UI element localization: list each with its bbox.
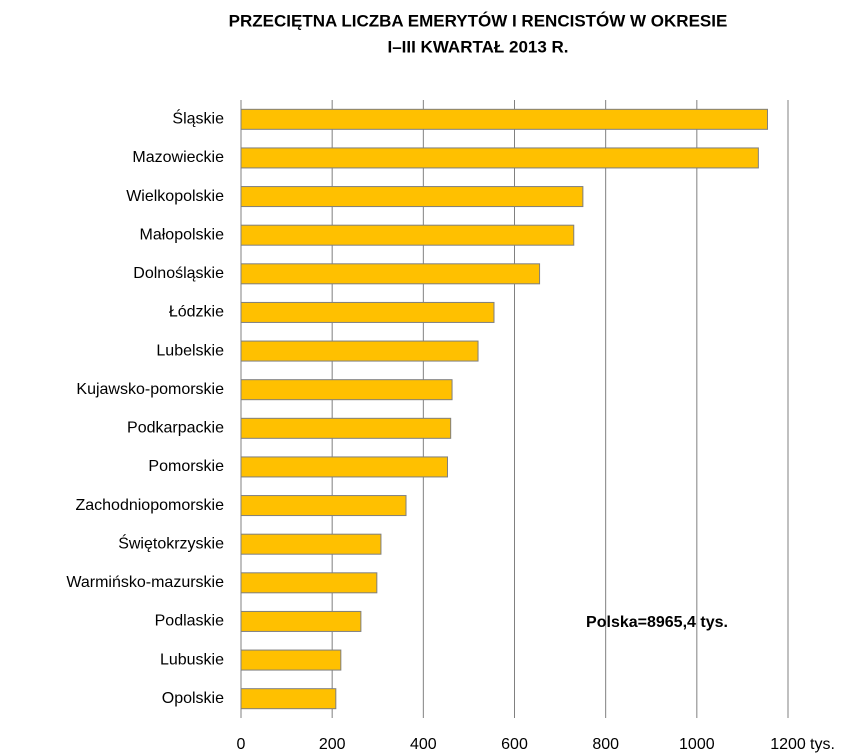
y-tick-label: Świętokrzyskie <box>118 533 224 552</box>
x-tick-label: 1000 <box>679 736 715 753</box>
x-tick-label: 600 <box>501 736 528 753</box>
y-tick-label: Zachodniopomorskie <box>75 497 224 514</box>
bar <box>240 649 342 671</box>
x-tick-label: 200 <box>319 736 346 753</box>
x-axis-label: tys. <box>810 736 835 753</box>
bar <box>240 456 448 478</box>
y-tick-label: Podlaskie <box>155 613 224 630</box>
y-tick-label: Opolskie <box>162 690 224 707</box>
y-tick-label: Kujawsko-pomorskie <box>76 381 224 398</box>
bar <box>240 572 378 594</box>
bar <box>240 340 479 362</box>
y-tick-label: Małopolskie <box>140 226 225 243</box>
bar <box>240 495 407 517</box>
bar <box>240 417 452 439</box>
bar <box>240 533 382 555</box>
y-tick-label: Podkarpackie <box>127 420 224 437</box>
y-tick-label: Pomorskie <box>148 458 224 475</box>
y-tick-label: Dolnośląskie <box>133 265 224 282</box>
x-tick-label: 800 <box>592 736 619 753</box>
x-tick-label: 0 <box>237 736 246 753</box>
chart-title: I–III KWARTAŁ 2013 R. <box>387 37 568 56</box>
bar <box>240 610 362 632</box>
x-tick-label: 1200 <box>770 736 806 753</box>
y-tick-label: Lubelskie <box>156 342 224 359</box>
y-tick-label: Warmińsko-mazurskie <box>66 574 224 591</box>
annotation: Polska=8965,4 tys. <box>586 614 728 631</box>
bar <box>240 379 453 401</box>
y-tick-label: Łódzkie <box>169 304 224 321</box>
bar <box>240 224 575 246</box>
bar <box>240 688 337 710</box>
chart-title: PRZECIĘTNA LICZBA EMERYTÓW I RENCISTÓW W… <box>229 11 728 30</box>
bar <box>240 147 759 169</box>
y-tick-label: Wielkopolskie <box>126 188 224 205</box>
bar <box>240 263 541 285</box>
y-tick-label: Śląskie <box>172 109 224 128</box>
bar <box>240 108 768 130</box>
y-tick-label: Mazowieckie <box>132 149 224 166</box>
bar <box>240 186 584 208</box>
y-tick-label: Lubuskie <box>160 651 224 668</box>
x-tick-label: 400 <box>410 736 437 753</box>
bar <box>240 301 495 323</box>
